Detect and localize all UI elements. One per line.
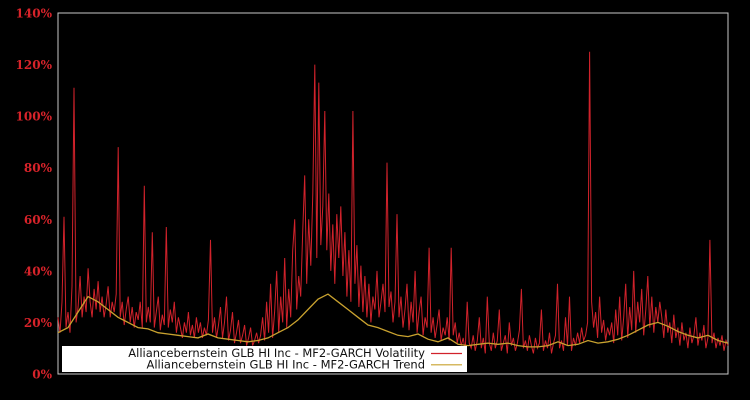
legend-label-trend: Alliancebernstein GLB HI Inc - MF2-GARCH…: [146, 358, 425, 372]
y-tick-label: 20%: [24, 316, 53, 330]
plot-frame: [57, 12, 729, 375]
legend-label-volatility: Alliancebernstein GLB HI Inc - MF2-GARCH…: [128, 346, 425, 360]
y-tick-label: 140%: [16, 7, 53, 21]
y-tick-label: 120%: [16, 58, 53, 72]
legend: Alliancebernstein GLB HI Inc - MF2-GARCH…: [62, 346, 467, 372]
y-tick-label: 40%: [24, 264, 53, 278]
y-tick-label: 60%: [24, 213, 53, 227]
y-tick-label: 100%: [16, 110, 53, 124]
series-line-volatility: [57, 51, 729, 354]
series-line-trend: [57, 293, 729, 348]
y-tick-label: 0%: [32, 368, 52, 382]
y-axis-tick-labels: 0% 20% 40% 60% 80% 100% 120% 140%: [16, 7, 53, 382]
legend-box: [62, 346, 467, 372]
y-tick-label: 80%: [24, 161, 53, 175]
series-lines: [57, 51, 729, 354]
